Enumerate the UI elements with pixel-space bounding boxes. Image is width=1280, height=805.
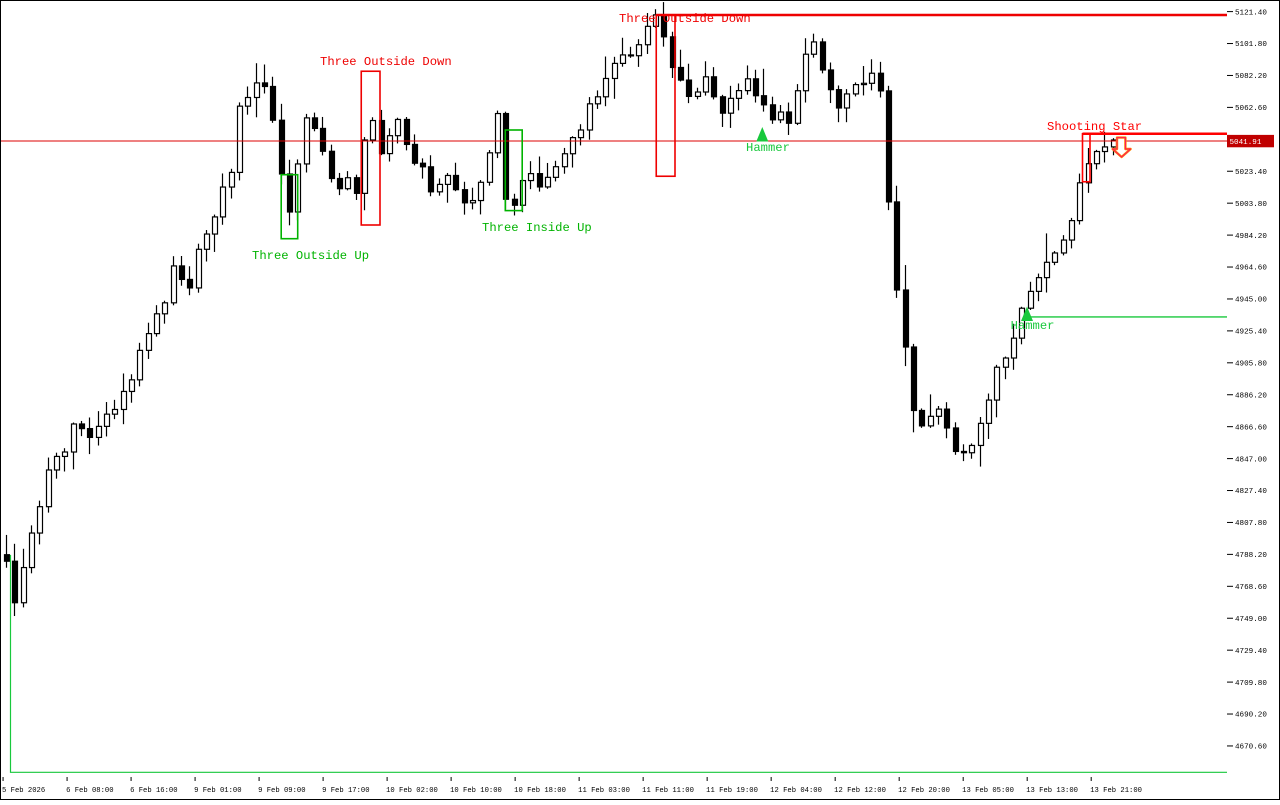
svg-text:4827.40: 4827.40 bbox=[1235, 488, 1267, 496]
svg-text:5003.80: 5003.80 bbox=[1235, 201, 1267, 209]
svg-text:4749.00: 4749.00 bbox=[1235, 616, 1267, 624]
svg-text:4690.20: 4690.20 bbox=[1235, 712, 1267, 720]
svg-text:10 Feb 18:00: 10 Feb 18:00 bbox=[514, 787, 566, 795]
svg-text:4847.00: 4847.00 bbox=[1235, 456, 1267, 464]
svg-text:6 Feb 08:00: 6 Feb 08:00 bbox=[66, 787, 113, 795]
svg-text:13 Feb 13:00: 13 Feb 13:00 bbox=[1026, 787, 1078, 795]
svg-text:9 Feb 09:00: 9 Feb 09:00 bbox=[258, 787, 305, 795]
svg-text:5062.60: 5062.60 bbox=[1235, 105, 1267, 113]
svg-text:4945.00: 4945.00 bbox=[1235, 297, 1267, 305]
svg-text:Hammer: Hammer bbox=[746, 141, 790, 155]
svg-text:Shooting Star: Shooting Star bbox=[1047, 120, 1142, 134]
svg-text:10 Feb 02:00: 10 Feb 02:00 bbox=[386, 787, 438, 795]
svg-text:6 Feb 16:00: 6 Feb 16:00 bbox=[130, 787, 177, 795]
svg-text:Three Outside Down: Three Outside Down bbox=[320, 55, 452, 69]
svg-text:Hammer: Hammer bbox=[1011, 319, 1055, 333]
svg-text:12 Feb 04:00: 12 Feb 04:00 bbox=[770, 787, 822, 795]
svg-text:Three Outside Down: Three Outside Down bbox=[619, 12, 751, 26]
svg-text:9 Feb 17:00: 9 Feb 17:00 bbox=[322, 787, 369, 795]
svg-text:4925.40: 4925.40 bbox=[1235, 329, 1267, 337]
svg-text:10 Feb 10:00: 10 Feb 10:00 bbox=[450, 787, 502, 795]
svg-text:5121.40: 5121.40 bbox=[1235, 9, 1267, 17]
svg-text:5023.40: 5023.40 bbox=[1235, 169, 1267, 177]
svg-text:4964.60: 4964.60 bbox=[1235, 265, 1267, 273]
svg-text:4788.20: 4788.20 bbox=[1235, 552, 1267, 560]
svg-text:Three Outside Up: Three Outside Up bbox=[252, 249, 369, 263]
svg-text:4984.20: 4984.20 bbox=[1235, 233, 1267, 241]
svg-text:4768.60: 4768.60 bbox=[1235, 584, 1267, 592]
svg-text:9 Feb 01:00: 9 Feb 01:00 bbox=[194, 787, 241, 795]
svg-text:4729.40: 4729.40 bbox=[1235, 648, 1267, 656]
svg-text:5082.20: 5082.20 bbox=[1235, 73, 1267, 81]
svg-text:4807.80: 4807.80 bbox=[1235, 520, 1267, 528]
svg-text:11 Feb 11:00: 11 Feb 11:00 bbox=[642, 787, 694, 795]
svg-text:5 Feb 2026: 5 Feb 2026 bbox=[2, 787, 45, 795]
svg-text:12 Feb 12:00: 12 Feb 12:00 bbox=[834, 787, 886, 795]
svg-text:12 Feb 20:00: 12 Feb 20:00 bbox=[898, 787, 950, 795]
svg-text:11 Feb 19:00: 11 Feb 19:00 bbox=[706, 787, 758, 795]
svg-text:4866.60: 4866.60 bbox=[1235, 424, 1267, 432]
svg-text:5101.80: 5101.80 bbox=[1235, 41, 1267, 49]
svg-text:4709.80: 4709.80 bbox=[1235, 680, 1267, 688]
svg-text:11 Feb 03:00: 11 Feb 03:00 bbox=[578, 787, 630, 795]
svg-text:13 Feb 21:00: 13 Feb 21:00 bbox=[1090, 787, 1142, 795]
svg-text:13 Feb 05:00: 13 Feb 05:00 bbox=[962, 787, 1014, 795]
svg-text:4670.60: 4670.60 bbox=[1235, 744, 1267, 752]
svg-text:5041.91: 5041.91 bbox=[1230, 139, 1262, 147]
svg-text:4886.20: 4886.20 bbox=[1235, 392, 1267, 400]
svg-text:4905.80: 4905.80 bbox=[1235, 361, 1267, 369]
svg-text:Three Inside Up: Three Inside Up bbox=[482, 221, 592, 235]
